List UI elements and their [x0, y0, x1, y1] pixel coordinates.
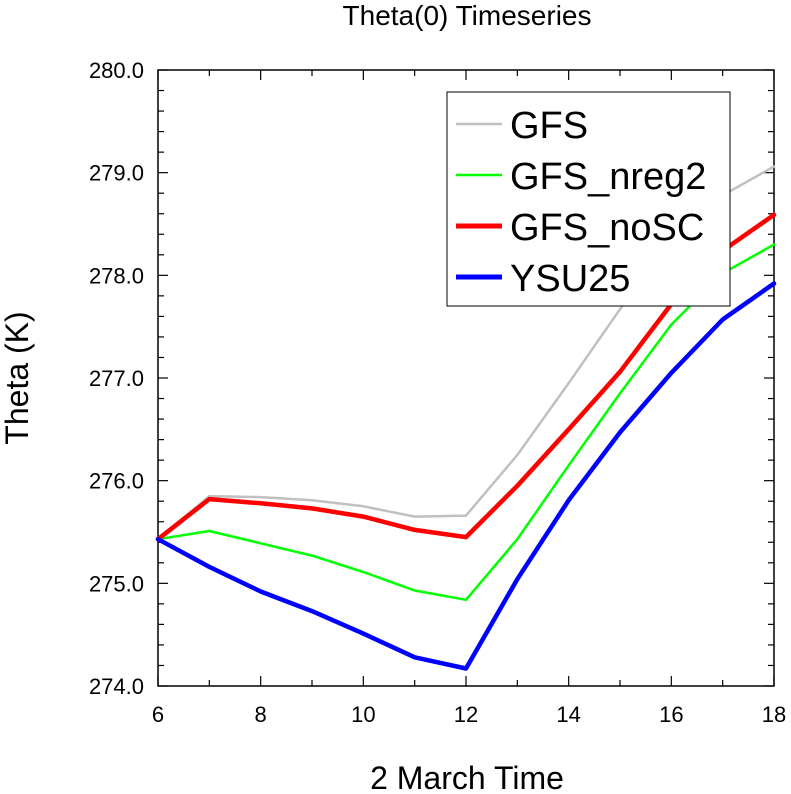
axis-ticks: 6 8 10 12 14 16 18 274.0 275.0 276.0 277.0 278.0 279… [89, 58, 786, 727]
y-axis-label: Theta (K) [0, 311, 35, 444]
legend-label-gfs-nosc: GFS_noSC [510, 207, 704, 249]
chart-title: Theta(0) Timeseries [343, 0, 592, 31]
y-tick-label: 274.0 [89, 674, 144, 699]
x-tick-label: 6 [152, 702, 164, 727]
y-tick-label: 278.0 [89, 263, 144, 288]
legend-label-ysu25: YSU25 [510, 258, 630, 300]
series-line-gfs-nreg2 [156, 243, 776, 602]
x-tick-label: 18 [762, 702, 786, 727]
x-tick-label: 8 [255, 702, 267, 727]
x-tick-label: 10 [351, 702, 375, 727]
y-tick-label: 277.0 [89, 366, 144, 391]
legend: GFS GFS_nreg2 GFS_noSC YSU25 [446, 91, 731, 307]
y-tick-label: 275.0 [89, 571, 144, 596]
x-axis-label: 2 March Time [370, 760, 564, 794]
y-tick-label: 280.0 [89, 58, 144, 83]
x-tick-label: 12 [454, 702, 478, 727]
legend-box [446, 91, 731, 307]
legend-label-gfs: GFS [510, 105, 588, 147]
y-tick-label: 276.0 [89, 469, 144, 494]
series-line-ysu25 [155, 281, 777, 671]
x-tick-label: 16 [659, 702, 683, 727]
legend-label-gfs-nreg2: GFS_nreg2 [510, 156, 706, 198]
y-tick-label: 279.0 [89, 161, 144, 186]
x-tick-label: 14 [556, 702, 580, 727]
